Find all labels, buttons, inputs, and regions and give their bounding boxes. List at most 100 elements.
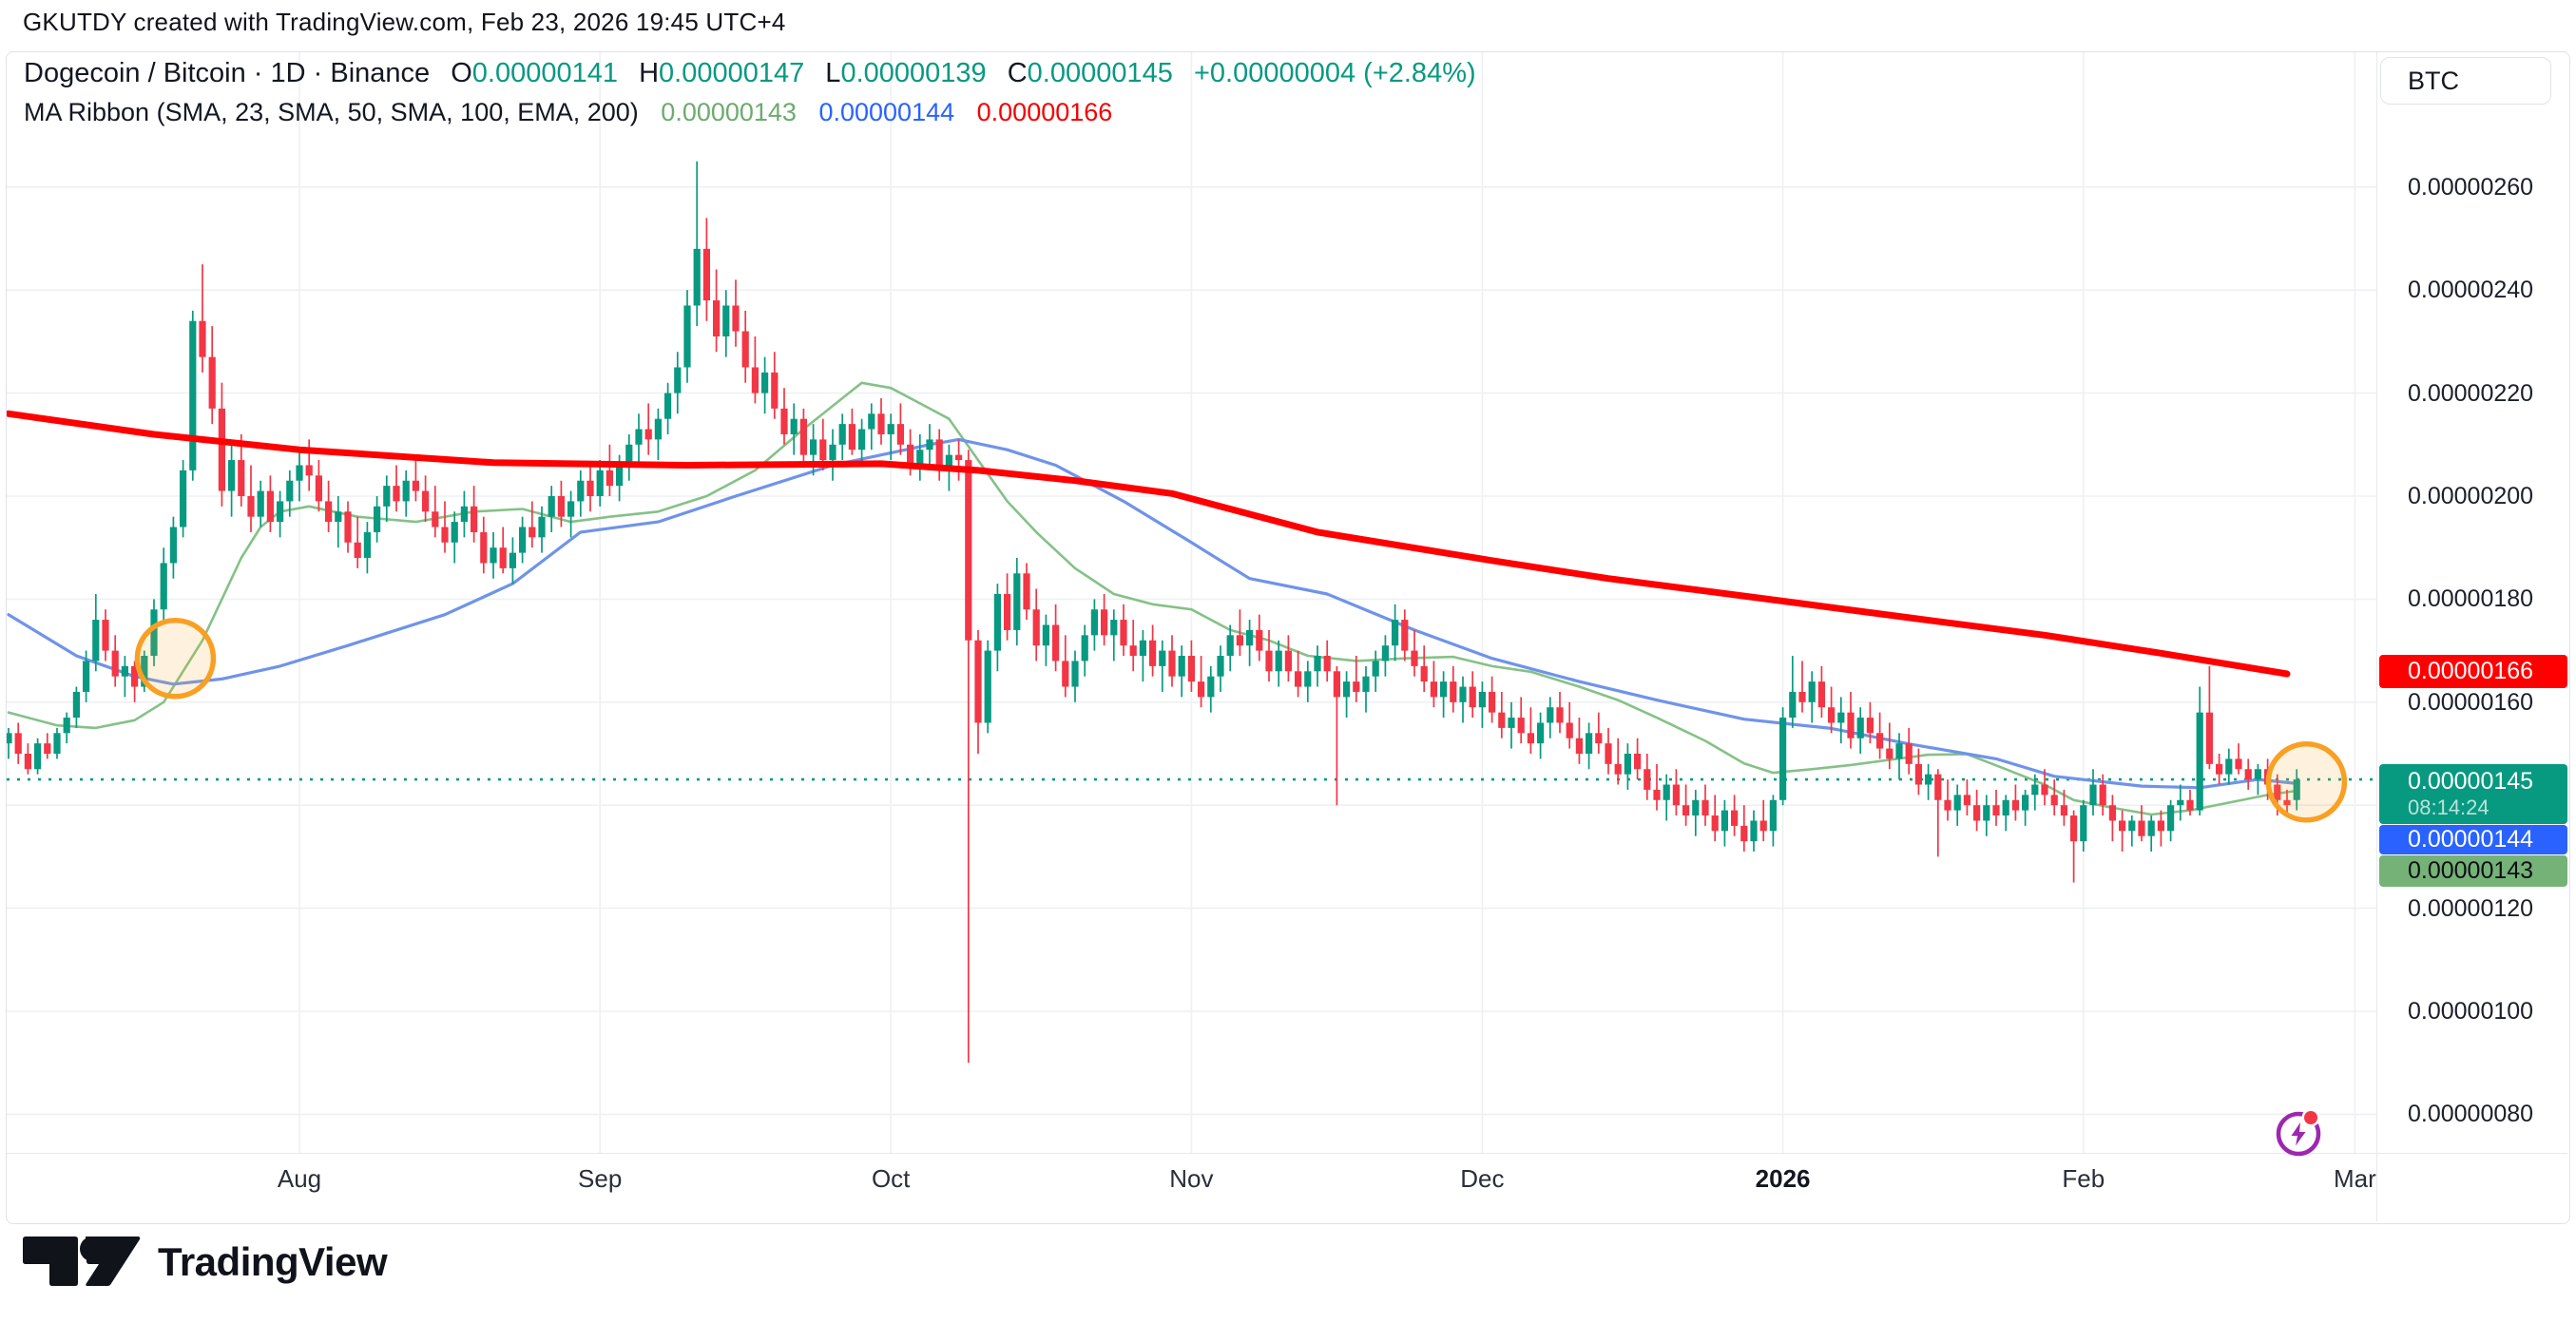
currency-toggle-label: BTC bbox=[2408, 66, 2459, 95]
candle-body bbox=[877, 413, 885, 434]
candle-body bbox=[1236, 635, 1243, 646]
candle-body bbox=[965, 460, 972, 641]
candle-body bbox=[2041, 784, 2048, 796]
sma23-tag: 0.00000143 bbox=[2379, 855, 2567, 888]
candle-body bbox=[1983, 805, 1990, 821]
candle-body bbox=[1304, 671, 1312, 687]
candle-body bbox=[664, 393, 672, 419]
candle-body bbox=[383, 486, 391, 507]
candle-body bbox=[916, 450, 924, 466]
candle-body bbox=[2186, 799, 2194, 811]
candle-body bbox=[1372, 661, 1379, 677]
candle-body bbox=[1478, 691, 1486, 708]
candle-body bbox=[945, 454, 952, 470]
price-tick-label: 0.00000100 bbox=[2408, 998, 2534, 1025]
candle-body bbox=[790, 418, 798, 434]
candle-body bbox=[1090, 609, 1098, 636]
ma-sma100-value: 0.00000144 bbox=[818, 98, 955, 126]
candle-body bbox=[1440, 681, 1448, 698]
candle-body bbox=[1159, 650, 1166, 666]
candle-body bbox=[1517, 718, 1525, 734]
price-chart-canvas[interactable] bbox=[7, 52, 2376, 1153]
candle-body bbox=[412, 480, 419, 491]
candle-body bbox=[305, 465, 313, 476]
candle-body bbox=[1381, 645, 1389, 662]
candle-body bbox=[2060, 805, 2067, 816]
candle-body bbox=[1062, 661, 1069, 687]
candle-body bbox=[1663, 784, 1670, 800]
candle-body bbox=[1101, 609, 1108, 636]
candle-body bbox=[354, 542, 361, 559]
bar-countdown: 08:14:24 bbox=[2408, 796, 2489, 820]
candle-body bbox=[974, 640, 982, 723]
currency-toggle-button[interactable]: BTC bbox=[2380, 57, 2551, 105]
candle-body bbox=[335, 511, 342, 523]
candle-body bbox=[907, 444, 914, 466]
candle-body bbox=[1120, 620, 1127, 646]
candle-body bbox=[2002, 799, 2009, 816]
candle-body bbox=[150, 609, 158, 657]
candle-body bbox=[1129, 645, 1137, 657]
candle-body bbox=[1226, 635, 1234, 657]
candle-body bbox=[616, 465, 624, 487]
lightning-bolt-glyph bbox=[2291, 1122, 2306, 1146]
candle-body bbox=[732, 305, 740, 332]
candle-body bbox=[1750, 820, 1758, 842]
candle-body bbox=[14, 733, 22, 754]
candle-body bbox=[1866, 718, 1874, 734]
candle-body bbox=[1139, 640, 1146, 657]
candle-body bbox=[257, 490, 264, 517]
symbol-title: Dogecoin / Bitcoin · 1D · Binance bbox=[24, 58, 431, 88]
time-tick-sep: Sep bbox=[578, 1164, 623, 1193]
candle-body bbox=[751, 367, 759, 393]
tradingview-footer[interactable]: TradingView bbox=[23, 1234, 388, 1291]
candle-body bbox=[2119, 820, 2126, 832]
candle-body bbox=[1508, 718, 1515, 728]
candle-body bbox=[683, 305, 691, 368]
candle-body bbox=[490, 547, 497, 564]
candle-body bbox=[1740, 825, 1748, 842]
boost-lightning-icon[interactable] bbox=[2272, 1107, 2325, 1160]
candle-body bbox=[1275, 650, 1282, 672]
candle-body bbox=[1547, 707, 1554, 723]
candle-body bbox=[2128, 820, 2136, 832]
candle-body bbox=[1886, 748, 1894, 759]
candle-body bbox=[1032, 609, 1040, 646]
candle-body bbox=[286, 480, 294, 502]
candle-body bbox=[1178, 656, 1185, 677]
open-value: 0.00000141 bbox=[471, 58, 618, 88]
candle-body bbox=[538, 516, 546, 538]
candle-body bbox=[1653, 789, 1661, 800]
chart-panel: Dogecoin / Bitcoin · 1D · Binance O0.000… bbox=[6, 51, 2570, 1224]
candle-body bbox=[1013, 573, 1021, 630]
candle-body bbox=[1644, 769, 1651, 790]
ma-ema200-value: 0.00000166 bbox=[976, 98, 1113, 126]
price-axis[interactable]: 0.00000260 0.00000240 0.00000220 0.00000200… bbox=[2377, 52, 2569, 1153]
candle-body bbox=[1798, 691, 1806, 702]
candle-body bbox=[1556, 707, 1564, 723]
candle-body bbox=[1692, 799, 1700, 816]
candle-body bbox=[160, 563, 167, 610]
candle-body bbox=[72, 691, 80, 719]
time-axis[interactable]: Aug Sep Oct Nov Dec 2026 Feb Mar bbox=[7, 1164, 2376, 1202]
candle-body bbox=[1944, 799, 1951, 811]
candle-body bbox=[1198, 681, 1205, 698]
candle-body bbox=[471, 506, 478, 532]
candle-body bbox=[2050, 795, 2058, 806]
candle-body bbox=[218, 408, 225, 491]
candle-body bbox=[247, 496, 255, 517]
sma23-tag-value: 0.00000143 bbox=[2408, 856, 2534, 884]
candle-body bbox=[1246, 629, 1254, 646]
candle-body bbox=[829, 444, 836, 461]
time-tick-feb: Feb bbox=[2062, 1164, 2105, 1193]
candle-body bbox=[722, 305, 730, 336]
candle-body bbox=[1071, 661, 1079, 687]
high-value: 0.00000147 bbox=[659, 58, 805, 88]
candle-body bbox=[1295, 671, 1302, 687]
candle-body bbox=[529, 527, 536, 538]
candle-body bbox=[2274, 784, 2281, 800]
candle-body bbox=[53, 733, 61, 754]
candle-body bbox=[702, 248, 710, 301]
candle-body bbox=[1450, 681, 1457, 702]
candle-body bbox=[1187, 656, 1195, 682]
